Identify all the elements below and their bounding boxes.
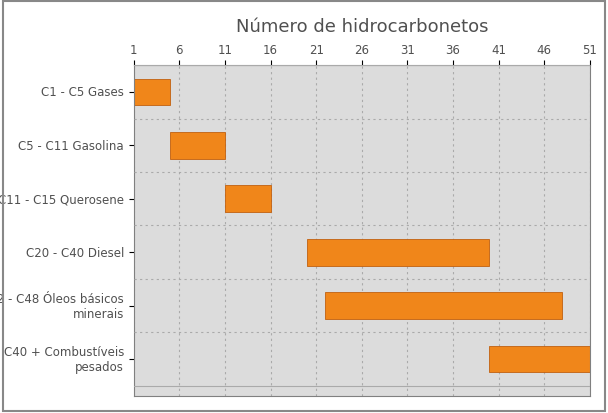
Bar [170, 133, 225, 159]
Title: Número de hidrocarbonetos: Número de hidrocarbonetos [235, 18, 488, 36]
Bar [225, 186, 271, 213]
Bar [489, 346, 590, 373]
Bar [307, 239, 489, 266]
Bar [325, 292, 562, 319]
Bar [134, 79, 170, 106]
